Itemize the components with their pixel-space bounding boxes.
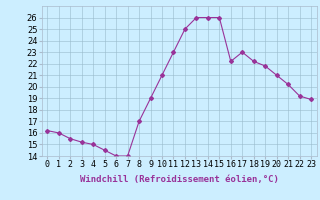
X-axis label: Windchill (Refroidissement éolien,°C): Windchill (Refroidissement éolien,°C) [80,175,279,184]
